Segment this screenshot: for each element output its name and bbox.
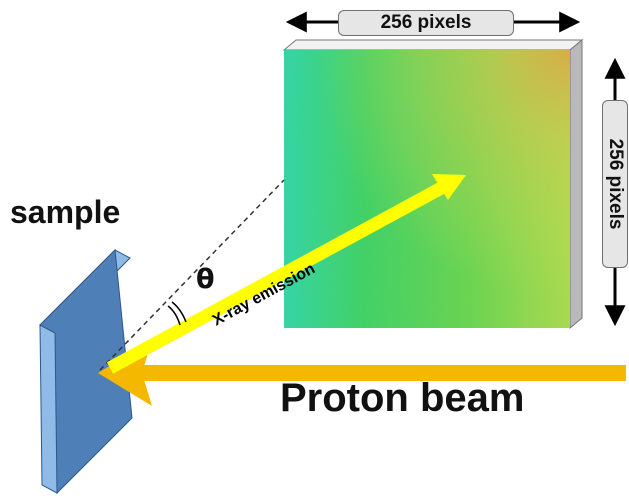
sample-label: sample <box>10 194 121 230</box>
sample-plate-side <box>39 324 58 494</box>
side-dimension-wrap: 256 pixels <box>602 100 628 268</box>
sample-plate <box>39 248 133 495</box>
proton-beam-label: Proton beam <box>280 376 525 420</box>
detector <box>282 38 584 330</box>
detector-edge-line <box>99 179 285 371</box>
angle-arc <box>167 305 181 326</box>
angle-label: θ <box>196 264 215 295</box>
xray-emission-arrow <box>106 174 466 374</box>
side-dimension-label: 256 pixels <box>602 100 628 268</box>
detector-top-edge <box>282 39 584 51</box>
angle-arc-inner <box>171 301 187 323</box>
detector-side-edge <box>569 38 583 330</box>
top-dimension-label: 256 pixels <box>338 10 514 36</box>
